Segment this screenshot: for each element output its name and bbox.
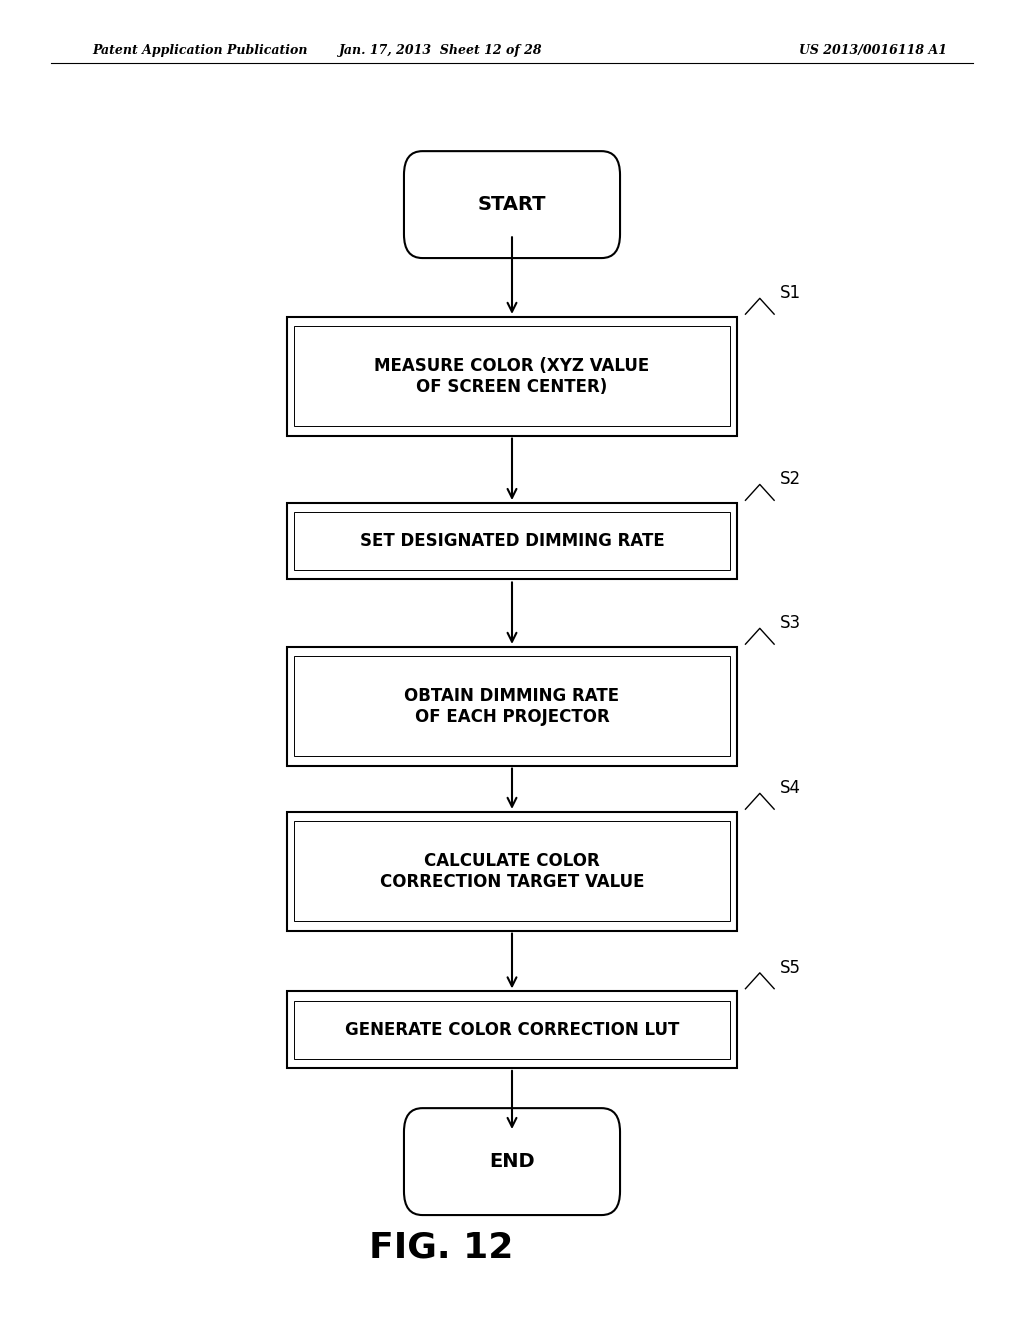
Text: SET DESIGNATED DIMMING RATE: SET DESIGNATED DIMMING RATE [359,532,665,550]
Text: MEASURE COLOR (XYZ VALUE
OF SCREEN CENTER): MEASURE COLOR (XYZ VALUE OF SCREEN CENTE… [375,356,649,396]
Bar [294,656,730,756]
Text: S4: S4 [780,779,802,797]
Text: END: END [489,1152,535,1171]
Text: S5: S5 [780,958,802,977]
Text: Patent Application Publication: Patent Application Publication [92,44,307,57]
FancyBboxPatch shape [403,1109,620,1214]
Text: Jan. 17, 2013  Sheet 12 of 28: Jan. 17, 2013 Sheet 12 of 28 [339,44,542,57]
Bar [287,812,737,931]
Bar [287,991,737,1068]
Bar [287,317,737,436]
Bar [294,326,730,426]
Bar [287,503,737,579]
Bar [287,647,737,766]
Text: S3: S3 [780,614,802,632]
Text: OBTAIN DIMMING RATE
OF EACH PROJECTOR: OBTAIN DIMMING RATE OF EACH PROJECTOR [404,686,620,726]
Text: FIG. 12: FIG. 12 [369,1230,513,1265]
Text: START: START [478,195,546,214]
Text: S2: S2 [780,470,802,488]
FancyBboxPatch shape [403,152,620,259]
Text: GENERATE COLOR CORRECTION LUT: GENERATE COLOR CORRECTION LUT [345,1020,679,1039]
Text: US 2013/0016118 A1: US 2013/0016118 A1 [799,44,947,57]
Bar [294,1001,730,1059]
Text: S1: S1 [780,284,802,302]
Bar [294,821,730,921]
Text: CALCULATE COLOR
CORRECTION TARGET VALUE: CALCULATE COLOR CORRECTION TARGET VALUE [380,851,644,891]
Bar [294,512,730,570]
